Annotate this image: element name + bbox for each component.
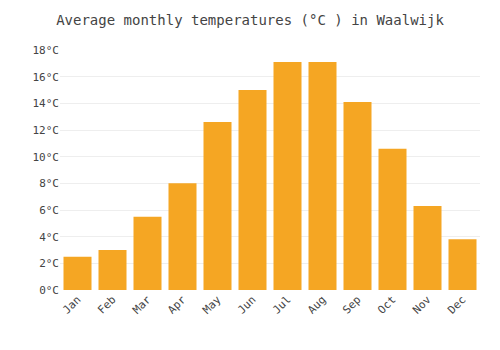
svg-text:6°C: 6°C (39, 204, 59, 217)
svg-text:Jan: Jan (60, 293, 83, 316)
svg-text:Apr: Apr (165, 293, 189, 317)
svg-text:Aug: Aug (305, 293, 328, 316)
svg-text:Sep: Sep (340, 293, 363, 316)
svg-text:0°C: 0°C (39, 284, 59, 297)
svg-text:Average monthly temperatures (: Average monthly temperatures (°C ) in Wa… (56, 12, 444, 28)
svg-text:Feb: Feb (95, 293, 118, 316)
svg-text:Mar: Mar (130, 293, 154, 317)
svg-text:May: May (200, 293, 224, 317)
svg-text:Nov: Nov (410, 293, 434, 317)
svg-text:Jun: Jun (235, 293, 258, 316)
svg-text:2°C: 2°C (39, 257, 59, 270)
svg-text:Oct: Oct (375, 293, 398, 316)
svg-text:Jul: Jul (270, 293, 293, 316)
svg-text:Dec: Dec (445, 293, 468, 316)
svg-text:8°C: 8°C (39, 177, 59, 190)
svg-text:10°C: 10°C (33, 151, 60, 164)
svg-text:12°C: 12°C (33, 124, 60, 137)
svg-text:16°C: 16°C (33, 71, 60, 84)
svg-text:18°C: 18°C (33, 44, 60, 57)
svg-text:14°C: 14°C (33, 97, 60, 110)
svg-text:4°C: 4°C (39, 231, 59, 244)
